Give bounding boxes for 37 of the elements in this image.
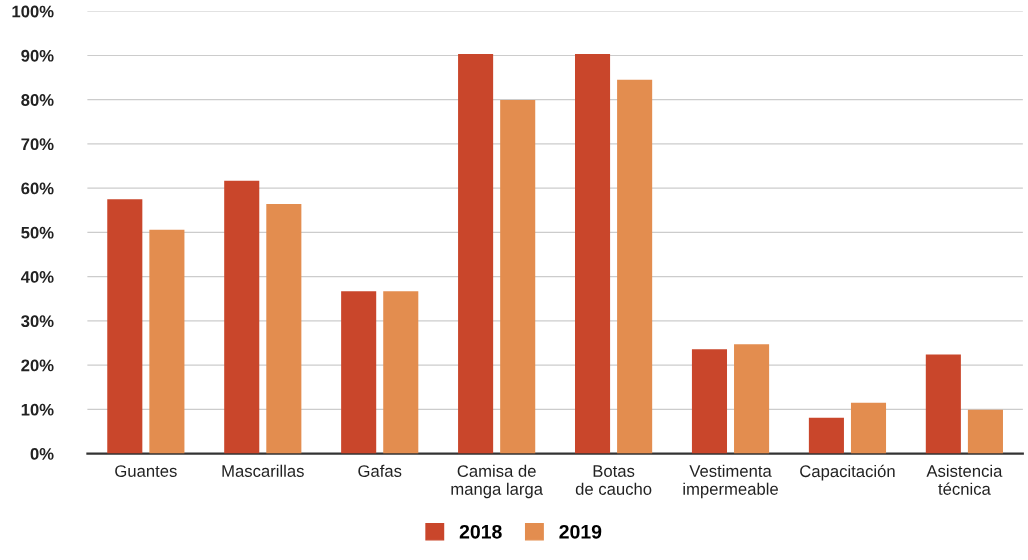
bar xyxy=(734,344,770,454)
y-tick-label: 40% xyxy=(20,271,54,283)
y-tick-label: 100% xyxy=(12,5,54,18)
legend-label: 2018 xyxy=(459,524,502,539)
y-tick-label: 80% xyxy=(21,94,54,106)
x-tick-label: Camisa de manga larga xyxy=(451,464,543,499)
bar xyxy=(808,417,844,454)
y-tick-label: 30% xyxy=(21,315,54,328)
y-tick-label: 50% xyxy=(21,226,54,239)
y-tick-label: 70% xyxy=(21,138,54,151)
bar xyxy=(850,402,887,454)
bar xyxy=(224,180,260,454)
y-tick-label: 20% xyxy=(21,359,54,372)
x-tick-label: Botas de caucho xyxy=(575,465,652,495)
bar xyxy=(458,54,494,454)
y-tick-label: 10% xyxy=(21,403,54,416)
bar xyxy=(617,79,653,454)
bar xyxy=(383,291,419,454)
y-tick-label: 0% xyxy=(30,448,54,460)
x-tick-label: Vestimenta impermeable xyxy=(683,464,778,499)
bar xyxy=(266,204,302,454)
x-tick-label: Mascarillas xyxy=(222,464,304,477)
bar xyxy=(575,54,611,454)
bar xyxy=(107,199,143,454)
bar xyxy=(149,229,185,454)
y-tick-label: 90% xyxy=(21,49,54,62)
x-tick-label: Gafas xyxy=(358,464,402,477)
bar xyxy=(341,291,377,454)
bar xyxy=(967,409,1003,454)
x-tick-label: Capacitación xyxy=(800,464,895,481)
bar xyxy=(925,354,961,454)
legend-label: 2019 xyxy=(559,524,602,539)
bar xyxy=(691,349,728,454)
x-tick-label: Guantes xyxy=(115,465,177,477)
x-tick-label: Asistencia técnica xyxy=(926,464,1003,495)
bar xyxy=(500,100,536,454)
y-tick-label: 60% xyxy=(21,182,54,195)
